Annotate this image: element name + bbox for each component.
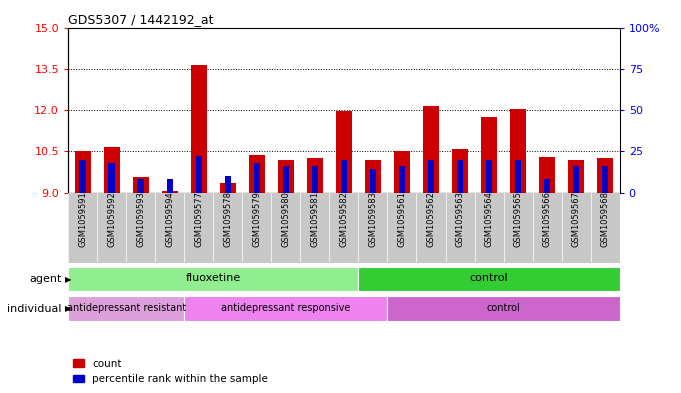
Bar [544,179,550,193]
Bar [340,160,347,193]
Bar [68,266,358,292]
Bar [68,296,185,321]
Bar [394,151,410,193]
Bar [457,160,463,193]
Bar [481,117,497,193]
Bar [486,160,492,193]
Bar [133,177,148,193]
Text: individual: individual [7,303,61,314]
Text: GDS5307 / 1442192_at: GDS5307 / 1442192_at [68,13,214,26]
Bar [283,166,289,193]
Bar [108,163,115,193]
Bar [138,179,144,193]
Text: fluoxetine: fluoxetine [186,274,241,283]
Bar [399,166,405,193]
Bar [278,160,294,193]
Bar [573,166,580,193]
Text: control: control [487,303,520,313]
Text: antidepressant resistant: antidepressant resistant [67,303,186,313]
Bar [568,160,584,193]
Bar [370,169,376,193]
Bar [423,106,439,193]
Bar [307,158,323,193]
Bar [452,149,468,193]
Legend: count, percentile rank within the sample: count, percentile rank within the sample [74,359,268,384]
Bar [225,176,231,193]
Text: agent: agent [29,274,61,284]
Bar [220,183,236,193]
Bar [602,166,608,193]
Bar [336,112,352,193]
Bar [191,64,207,193]
Bar [312,166,318,193]
Bar [185,296,387,321]
Text: ▶: ▶ [65,304,72,313]
Bar [510,108,526,193]
Bar [167,179,173,193]
Bar [597,158,613,193]
Bar [539,157,555,193]
Bar [249,156,265,193]
Text: ▶: ▶ [65,275,72,283]
Bar [104,147,120,193]
Bar [80,160,86,193]
Text: control: control [470,274,509,283]
Bar [387,296,620,321]
Bar [195,156,202,193]
Bar [75,151,91,193]
Bar [428,160,434,193]
Bar [515,160,521,193]
Bar [253,163,260,193]
Bar [365,160,381,193]
Text: antidepressant responsive: antidepressant responsive [221,303,351,313]
Bar [161,191,178,193]
Bar [358,266,620,292]
